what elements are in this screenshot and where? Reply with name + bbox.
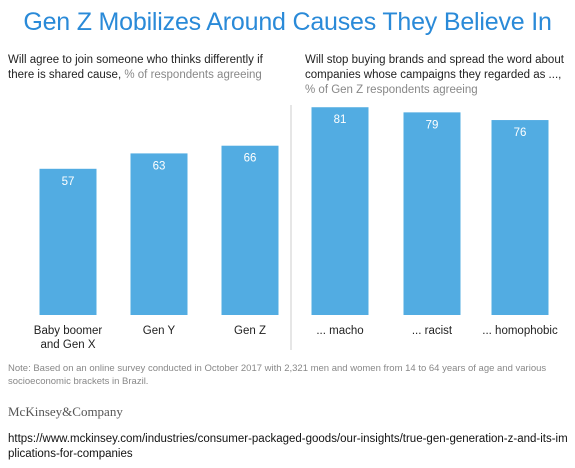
bar-left-0 [40, 169, 97, 315]
category-label: Gen Z [234, 325, 266, 337]
bar-value-label: 79 [426, 119, 439, 131]
bar-right-0 [312, 107, 369, 315]
category-label: Baby boomer and Gen X [34, 325, 103, 351]
bar-right-2 [492, 120, 549, 315]
mckinsey-logo: McKinsey&Company [8, 404, 123, 420]
bar-value-label: 63 [153, 160, 166, 172]
category-label: ... homophobic [482, 325, 558, 337]
bar-value-label: 81 [334, 114, 347, 126]
bar-value-label: 66 [244, 153, 257, 165]
bar-left-2 [222, 146, 279, 315]
bar-value-label: 76 [514, 127, 527, 139]
footnote: Note: Based on an online survey conducte… [8, 362, 568, 388]
category-label: ... macho [316, 325, 363, 337]
category-label: ... racist [412, 325, 453, 337]
bar-right-1 [404, 112, 461, 315]
bar-chart: 57 Baby boomer and Gen X 63 Gen Y 66 Gen Z 81..… [0, 0, 575, 360]
bar-left-1 [131, 153, 188, 315]
category-label: Gen Y [143, 325, 176, 337]
bar-value-label: 57 [62, 176, 75, 188]
source-url[interactable]: https://www.mckinsey.com/industries/cons… [8, 432, 568, 462]
